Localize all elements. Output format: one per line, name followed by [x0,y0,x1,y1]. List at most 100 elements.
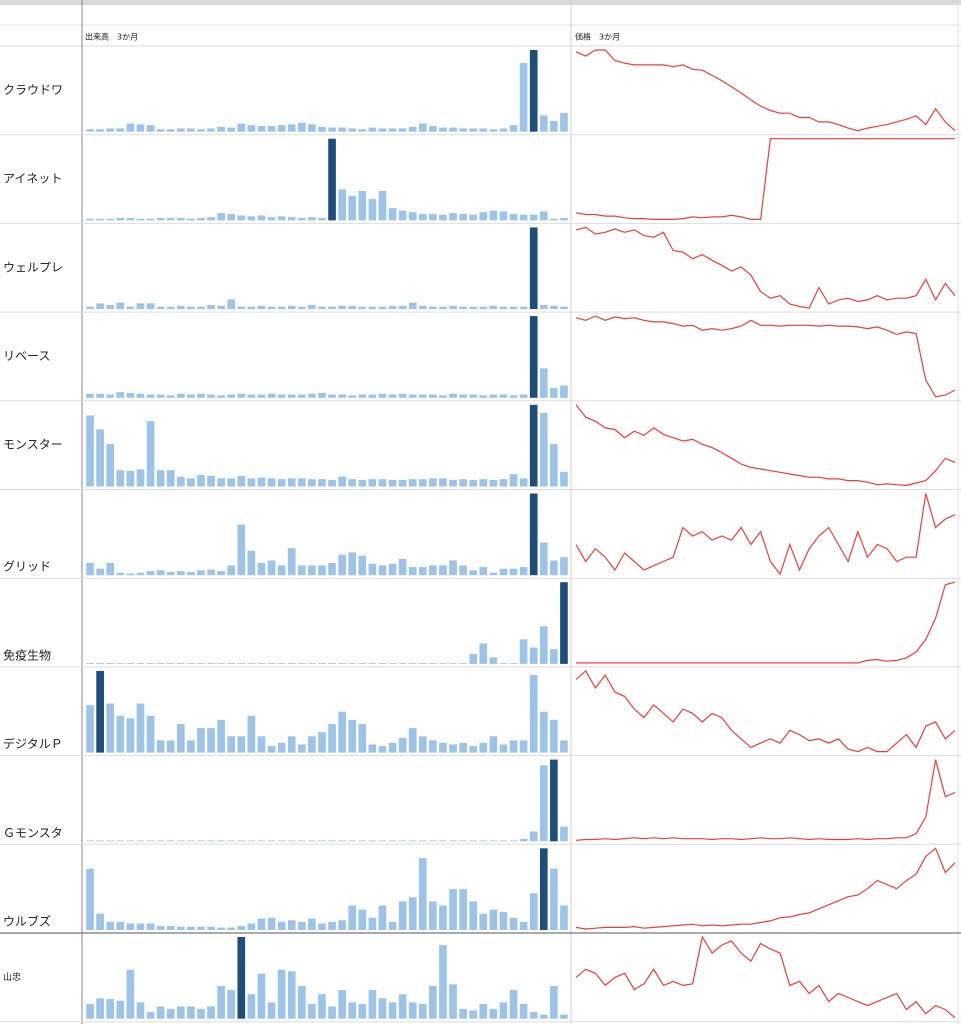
price-line [575,493,956,576]
volume-bar [408,479,417,487]
volume-bar [187,840,195,842]
volume-bar [247,216,256,221]
volume-bar [86,218,94,221]
volume-bar [166,840,175,842]
volume-bar [136,393,145,398]
volume-bar [398,737,407,753]
volume-bar [176,128,185,132]
volume-bar [207,840,215,842]
volume-bar [408,302,417,310]
volume-bar [469,306,478,310]
volume-bar [408,1002,417,1019]
volume-bar [126,840,135,842]
volume-bar [267,306,276,310]
volume-bar [308,918,316,930]
volume-bar [86,129,94,132]
volume-bar [227,927,236,930]
volume-bar [338,127,346,132]
volume-bar [439,742,447,753]
volume-bar [217,305,225,310]
volume-bar [459,1008,467,1019]
volume-bar [328,562,336,576]
volume-bar [529,647,538,664]
volume-bar [439,663,447,664]
volume-bar [197,570,205,576]
volume-bar [429,306,437,310]
volume-bar [166,663,175,664]
volume-bar [418,479,427,487]
volume-bar [277,306,286,310]
volume-bar [136,663,145,664]
volume-bar [489,736,498,753]
volume-bar [126,663,135,664]
volume-bar [277,840,286,842]
volume-bar [449,393,457,398]
volume-bar [539,412,548,487]
volume-bar [287,305,296,310]
volume-bar [106,999,115,1019]
volume-bar [398,901,407,930]
volume-bar [217,986,225,1019]
volume-bar [539,626,548,664]
volume-bar [96,429,104,487]
volume-bar [439,395,447,398]
volume-bar [509,740,518,753]
volume-bar [550,121,558,132]
volume-bar [338,189,346,221]
volume-bar [308,565,316,576]
volume-bar [509,474,518,487]
volume-bar [176,393,185,398]
volume-bar [408,728,417,753]
volume-bar [247,715,256,753]
volume-bar [267,125,276,132]
volume-bar [156,925,165,930]
volume-bar [318,392,326,398]
volume-bar [519,740,528,753]
volume-bar [338,394,346,398]
volume-bar [166,306,175,310]
volume-bar [207,926,215,930]
volume-bar [146,923,155,930]
volume-bar [187,218,195,221]
volume-bar [378,746,387,753]
volume-bar [197,1008,205,1019]
volume-bar [449,305,457,310]
volume-bar [388,1002,397,1019]
volume-bar [166,129,175,132]
volume-bar [156,663,165,664]
volume-bar [519,567,528,576]
volume-bar [338,476,346,487]
volume-bar [499,744,508,753]
volume-bar [227,565,236,576]
volume-bar [338,920,346,930]
volume-bar [187,663,195,664]
volume-bar [297,921,306,930]
volume-bar [550,560,558,576]
volume-bar [469,654,478,664]
volume-bar [166,571,175,576]
volume-bar [156,840,165,842]
volume-bar [388,840,397,842]
volume-bar [116,470,125,487]
volume-bar [519,478,528,487]
volume-bar [106,840,115,842]
volume-bar [328,138,336,221]
volume-bar [338,663,346,664]
volume-bar [418,123,427,132]
volume-bar [388,921,397,930]
volume-bar [166,217,175,221]
volume-bar [439,214,447,221]
volume-bar [429,213,437,221]
volume-bar [509,125,518,132]
volume-bar [449,889,457,930]
volume-bar [176,305,185,310]
volume-bar [96,303,104,310]
volume-bar [96,840,104,842]
volume-bar [358,555,367,576]
volume-bar [318,923,326,930]
volume-bar [126,123,135,132]
volume-bar [489,840,498,842]
volume-bar [529,227,538,310]
volume-bar [136,703,145,753]
stock-name: グリッド [3,560,51,574]
